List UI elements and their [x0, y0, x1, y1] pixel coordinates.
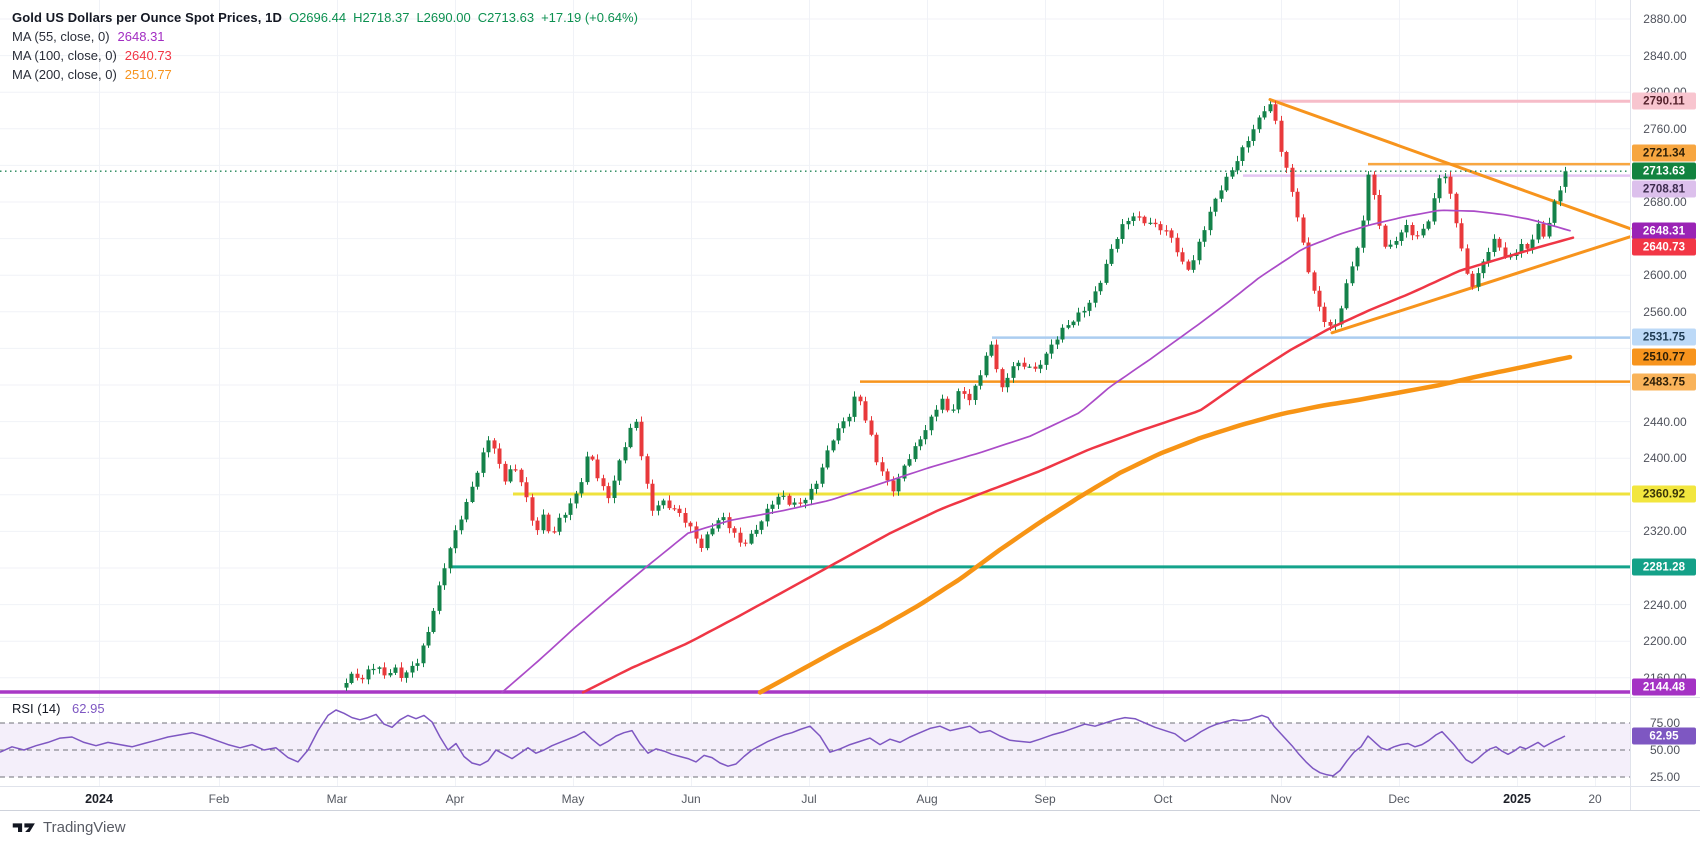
- time-axis-label-Oct: Oct: [1153, 791, 1173, 806]
- time-axis-label-Apr: Apr: [445, 791, 465, 806]
- price-axis-tick: 2560.00: [1643, 305, 1687, 319]
- time-axis-label-Aug: Aug: [916, 791, 938, 806]
- price-label-badge-62.95: 62.95: [1632, 727, 1696, 745]
- price-axis-tick: 2440.00: [1643, 415, 1687, 429]
- time-axis-label-Sep: Sep: [1034, 791, 1056, 806]
- candle-wicks-down: [357, 100, 1544, 684]
- ma200-value: 2510.77: [124, 67, 172, 82]
- price-axis-tick: 2840.00: [1643, 49, 1687, 63]
- price-label-badge-2483.75: 2483.75: [1632, 373, 1696, 391]
- price-axis[interactable]: 2880.002840.002800.002760.002680.002600.…: [1631, 0, 1700, 811]
- price-axis-tick: 2200.00: [1643, 634, 1687, 648]
- price-label-badge-2713.63: 2713.63: [1632, 162, 1696, 180]
- ma-line-ma200[interactable]: [757, 354, 1573, 695]
- price-axis-tick: 50.00: [1649, 743, 1681, 757]
- price-label-badge-2360.92: 2360.92: [1632, 485, 1696, 503]
- time-axis-label-Jul: Jul: [801, 791, 817, 806]
- ma100-label: MA (100, close, 0): [12, 48, 117, 63]
- symbol-title[interactable]: Gold US Dollars per Ounce Spot Prices, 1…: [12, 10, 282, 25]
- price-axis-tick: 75.00: [1649, 716, 1681, 730]
- rsi-line: [0, 709, 1566, 777]
- ma-line-ma55[interactable]: [501, 209, 1571, 694]
- price-axis-tick: 2240.00: [1643, 598, 1687, 612]
- ma55-label: MA (55, close, 0): [12, 29, 110, 44]
- ma55-legend-row[interactable]: MA (55, close, 0) 2648.31: [12, 27, 638, 46]
- low-value: L2690.00: [416, 10, 471, 25]
- price-axis-tick: 2400.00: [1643, 451, 1687, 465]
- price-label-badge-2648.31: 2648.31: [1632, 222, 1696, 240]
- ma100-value: 2640.73: [124, 48, 172, 63]
- trendline-ascending[interactable]: [1330, 235, 1632, 335]
- price-axis-tick: 2880.00: [1643, 12, 1687, 26]
- time-axis-label-2024: 2024: [85, 791, 113, 806]
- price-label-badge-2510.77: 2510.77: [1632, 348, 1696, 366]
- high-value: H2718.37: [353, 10, 410, 25]
- close-value: C2713.63: [477, 10, 535, 25]
- price-axis-tick: 2600.00: [1643, 268, 1687, 282]
- price-axis-tick: 2680.00: [1643, 195, 1687, 209]
- time-axis-label-Jun: Jun: [681, 791, 701, 806]
- price-label-badge-2640.73: 2640.73: [1632, 238, 1696, 256]
- rsi-legend-row[interactable]: RSI (14) 62.95: [12, 701, 105, 716]
- price-label-badge-2144.48: 2144.48: [1632, 678, 1696, 696]
- tradingview-logo-text: TradingView: [43, 819, 126, 836]
- price-label-badge-2790.11: 2790.11: [1632, 92, 1696, 110]
- tradingview-attribution[interactable]: TradingView: [12, 819, 126, 836]
- ma200-label: MA (200, close, 0): [12, 67, 117, 82]
- time-axis-label-2025: 2025: [1503, 791, 1531, 806]
- time-axis[interactable]: 2024 Feb Mar Apr May Jun Jul Aug Sep Oct Nov Dec 202…: [0, 786, 1631, 811]
- ohlc-values: O2696.44 H2718.37 L2690.00 C2713.63 +17.19 (…: [282, 10, 638, 25]
- open-value: O2696.44: [288, 10, 347, 25]
- price-label-badge-2708.81: 2708.81: [1632, 180, 1696, 198]
- symbol-legend-row[interactable]: Gold US Dollars per Ounce Spot Prices, 1…: [12, 8, 638, 27]
- time-axis-label-20: 20: [1588, 791, 1602, 806]
- rsi-label: RSI (14): [12, 701, 61, 716]
- price-axis-tick: 2760.00: [1643, 122, 1687, 136]
- rsi-value: 62.95: [72, 701, 105, 716]
- tradingview-logo-icon: [12, 823, 35, 832]
- legend: Gold US Dollars per Ounce Spot Prices, 1…: [12, 8, 638, 84]
- time-axis-label-May: May: [561, 791, 585, 806]
- price-label-badge-2721.34: 2721.34: [1632, 144, 1696, 162]
- price-label-badge-2531.75: 2531.75: [1632, 328, 1696, 346]
- time-axis-label-Feb: Feb: [208, 791, 230, 806]
- ma55-value: 2648.31: [117, 29, 165, 44]
- change-value: +17.19 (+0.64%): [541, 10, 638, 25]
- time-axis-label-Dec: Dec: [1388, 791, 1410, 806]
- price-axis-tick: 2320.00: [1643, 524, 1687, 538]
- trendline-descending[interactable]: [1268, 98, 1632, 231]
- ma200-legend-row[interactable]: MA (200, close, 0) 2510.77: [12, 65, 638, 84]
- time-axis-label-Mar: Mar: [326, 791, 348, 806]
- ma-line-ma100[interactable]: [581, 236, 1575, 694]
- price-axis-tick: 25.00: [1649, 770, 1681, 784]
- time-axis-label-Nov: Nov: [1270, 791, 1292, 806]
- price-label-badge-2281.28: 2281.28: [1632, 558, 1696, 576]
- ma100-legend-row[interactable]: MA (100, close, 0) 2640.73: [12, 46, 638, 65]
